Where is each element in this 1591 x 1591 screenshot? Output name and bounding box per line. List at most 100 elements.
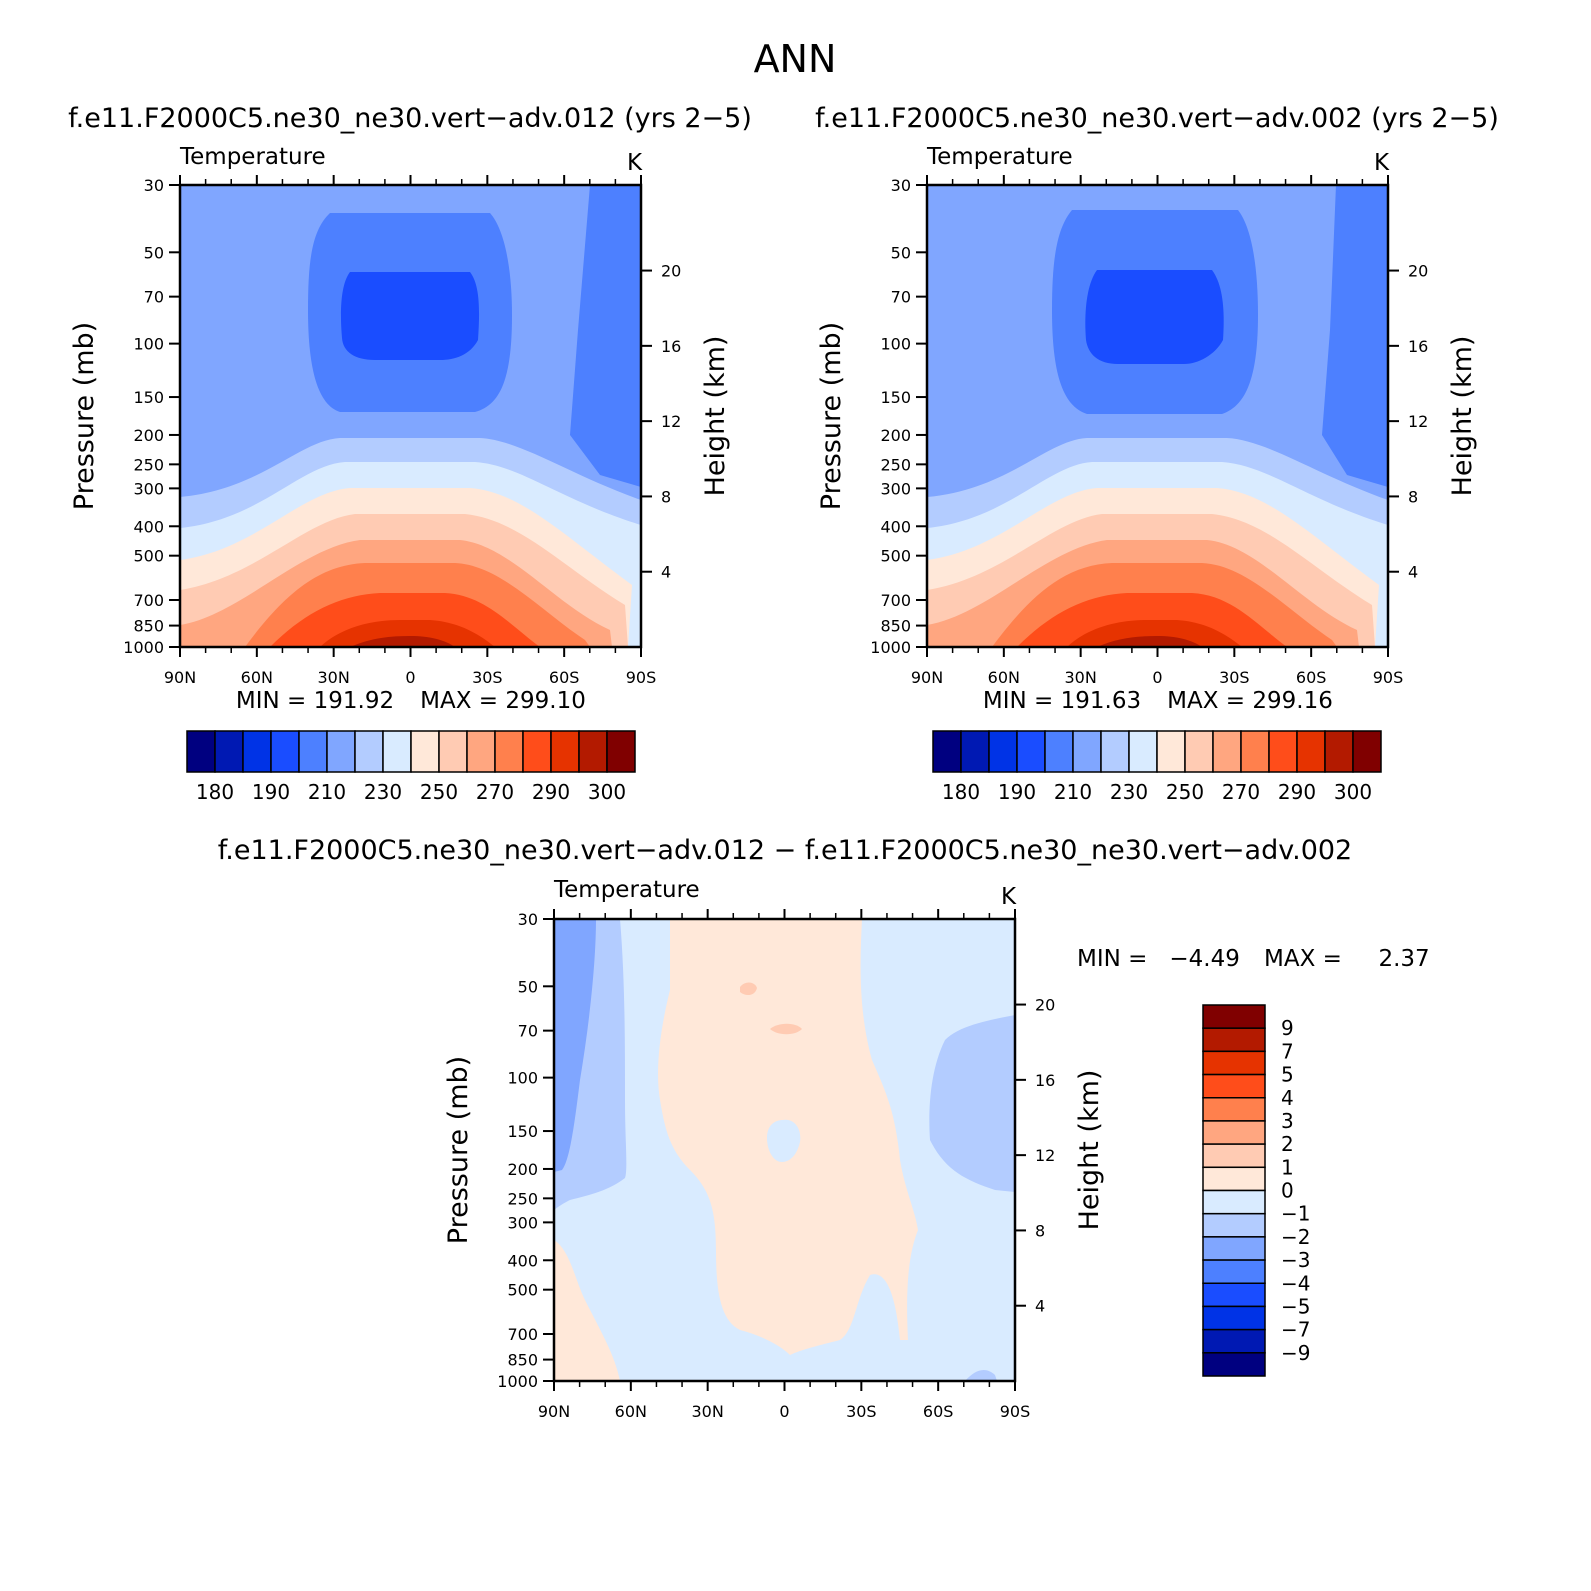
colorbar-swatch xyxy=(326,730,356,773)
colorbar-label: 0 xyxy=(1281,1179,1294,1203)
max-label: MAX = 299.16 xyxy=(1167,688,1333,714)
y-tick-label: 700 xyxy=(133,591,164,610)
colorbar-swatch xyxy=(1202,1027,1266,1053)
y2-tick-label: 12 xyxy=(661,412,681,431)
x-tick-label: 90N xyxy=(538,1402,570,1421)
colorbar-swatch xyxy=(1202,1004,1266,1029)
y-tick-label: 250 xyxy=(133,455,164,474)
colorbar-swatch xyxy=(438,730,468,773)
x-tick-label: 30S xyxy=(846,1402,877,1421)
contour-band xyxy=(1322,185,1388,487)
y-tick-label: 1000 xyxy=(497,1372,538,1391)
colorbar-swatch xyxy=(1202,1097,1266,1122)
x-tick-label: 30N xyxy=(692,1402,724,1421)
colorbar-swatch xyxy=(1202,1328,1266,1354)
y2-tick-label: 8 xyxy=(1035,1221,1045,1240)
colorbar: 180 190 210 230 250 270 290 300 xyxy=(932,730,1382,804)
y-tick-label: 150 xyxy=(133,388,164,407)
y-tick-label: 70 xyxy=(891,288,911,307)
y-tick-label: 400 xyxy=(507,1251,538,1270)
colorbar-label: 1 xyxy=(1281,1155,1294,1179)
colorbar-swatch xyxy=(578,730,608,773)
colorbar-swatch xyxy=(1184,730,1214,773)
colorbar-swatch xyxy=(270,730,300,773)
colorbar-label: 190 xyxy=(252,780,290,804)
x-tick-label: 60S xyxy=(1296,668,1327,687)
contour-field xyxy=(180,185,641,647)
colorbar-swatch xyxy=(1202,1050,1266,1076)
colorbar-swatch xyxy=(1202,1282,1266,1308)
x-tick-label: 90S xyxy=(626,668,657,687)
y2-tick-label: 4 xyxy=(661,563,671,582)
colorbar-swatch xyxy=(960,730,990,773)
contour-field xyxy=(927,185,1388,647)
colorbar-label: 250 xyxy=(420,780,458,804)
y-tick-label: 500 xyxy=(507,1281,538,1300)
x-tick-label: 0 xyxy=(779,1402,789,1421)
y-tick-label: 100 xyxy=(507,1069,538,1088)
colorbar-swatch xyxy=(1352,730,1382,773)
y-tick-label: 300 xyxy=(133,479,164,498)
y2-tick-label: 20 xyxy=(1408,262,1428,281)
colorbar-swatch xyxy=(466,730,496,773)
colorbar-swatch xyxy=(550,730,580,773)
contour-band xyxy=(1067,620,1242,647)
y2-tick-label: 8 xyxy=(661,487,671,506)
y-tick-label: 850 xyxy=(133,617,164,636)
x-tick-label: 90N xyxy=(911,668,943,687)
colorbar-swatch xyxy=(1202,1189,1266,1215)
y-tick-label: 250 xyxy=(507,1189,538,1208)
contour-band xyxy=(570,185,641,487)
y-tick-label: 200 xyxy=(507,1160,538,1179)
colorbar-label: 270 xyxy=(476,780,514,804)
units-label: K xyxy=(1001,884,1017,910)
colorbar: 180 190 210 230 250 270 290 300 xyxy=(186,730,636,804)
x-tick-label: 0 xyxy=(1152,668,1162,687)
panel-title: f.e11.F2000C5.ne30_ne30.vert−adv.002 (yr… xyxy=(815,103,1499,134)
y2-axis-label: Height (km) xyxy=(1074,1070,1105,1231)
colorbar-swatch xyxy=(242,730,272,773)
contour-band xyxy=(340,272,480,360)
colorbar-swatch xyxy=(1202,1305,1266,1331)
colorbar-swatch xyxy=(1268,730,1298,773)
y2-tick-label: 4 xyxy=(1408,563,1418,582)
colorbar-swatch xyxy=(1202,1259,1266,1284)
colorbar-label: 290 xyxy=(1278,780,1316,804)
colorbar-swatch xyxy=(1212,730,1242,773)
colorbar-label: −2 xyxy=(1281,1225,1310,1249)
y-tick-label: 850 xyxy=(507,1351,538,1370)
units-label: K xyxy=(627,150,643,176)
colorbar-label: 210 xyxy=(308,780,346,804)
colorbar-label: 300 xyxy=(588,780,626,804)
colorbar-swatch xyxy=(1202,1166,1266,1192)
colorbar-label: 230 xyxy=(1110,780,1148,804)
colorbar-label: −4 xyxy=(1281,1271,1310,1295)
x-tick-label: 30S xyxy=(472,668,503,687)
colorbar-label: 7 xyxy=(1281,1039,1294,1063)
y-tick-label: 300 xyxy=(880,479,911,498)
colorbar-swatch xyxy=(988,730,1018,773)
y2-tick-label: 12 xyxy=(1408,412,1428,431)
colorbar-swatch xyxy=(932,730,962,773)
max-label: MAX = 2.37 xyxy=(1264,946,1430,972)
min-label: MIN = 191.63 xyxy=(983,688,1141,714)
variable-label: Temperature xyxy=(553,877,700,903)
colorbar-swatch xyxy=(1072,730,1102,773)
y-tick-label: 100 xyxy=(880,335,911,354)
colorbar-swatch xyxy=(606,730,636,773)
x-tick-label: 90S xyxy=(1000,1402,1031,1421)
y-tick-label: 200 xyxy=(880,426,911,445)
y-tick-label: 150 xyxy=(507,1122,538,1141)
colorbar-label: 290 xyxy=(532,780,570,804)
x-tick-label: 90N xyxy=(164,668,196,687)
contour-field xyxy=(554,919,1015,1381)
y2-tick-label: 8 xyxy=(1408,487,1418,506)
colorbar-label: 270 xyxy=(1222,780,1260,804)
colorbar-label: 9 xyxy=(1281,1016,1294,1040)
colorbar-label: −5 xyxy=(1281,1294,1310,1318)
y2-tick-label: 4 xyxy=(1035,1297,1045,1316)
x-tick-label: 90S xyxy=(1373,668,1404,687)
y-tick-label: 500 xyxy=(880,547,911,566)
y-tick-label: 70 xyxy=(518,1022,538,1041)
